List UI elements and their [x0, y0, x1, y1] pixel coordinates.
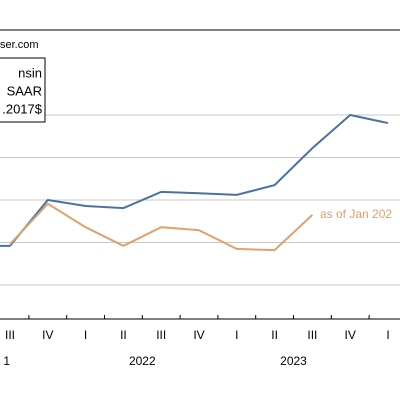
legend-text: .2017$: [2, 101, 43, 116]
x-tick-label: IV: [345, 328, 356, 342]
year-label: 2023: [280, 354, 307, 368]
legend-text: nsin: [18, 65, 42, 80]
x-tick-label: II: [271, 328, 278, 342]
x-tick-label: I: [386, 328, 389, 342]
series-line: [9, 202, 314, 252]
x-tick-label: I: [235, 328, 238, 342]
legend-box: [0, 57, 46, 123]
x-tick-label: III: [307, 328, 317, 342]
year-label: 2022: [129, 354, 156, 368]
x-tick-label: II: [120, 328, 127, 342]
plot-frame: [0, 29, 400, 320]
x-tick-label: III: [5, 328, 15, 342]
year-label: 1: [3, 354, 10, 368]
x-tick-label: III: [156, 328, 166, 342]
x-tick-label: IV: [42, 328, 53, 342]
annotation: as of Jan 202: [320, 207, 392, 221]
source-label: ser.com: [0, 39, 39, 51]
x-tick-label: IV: [193, 328, 204, 342]
x-tick-label: I: [84, 328, 87, 342]
legend-text: SAAR: [7, 83, 42, 98]
series-line: [9, 113, 389, 247]
